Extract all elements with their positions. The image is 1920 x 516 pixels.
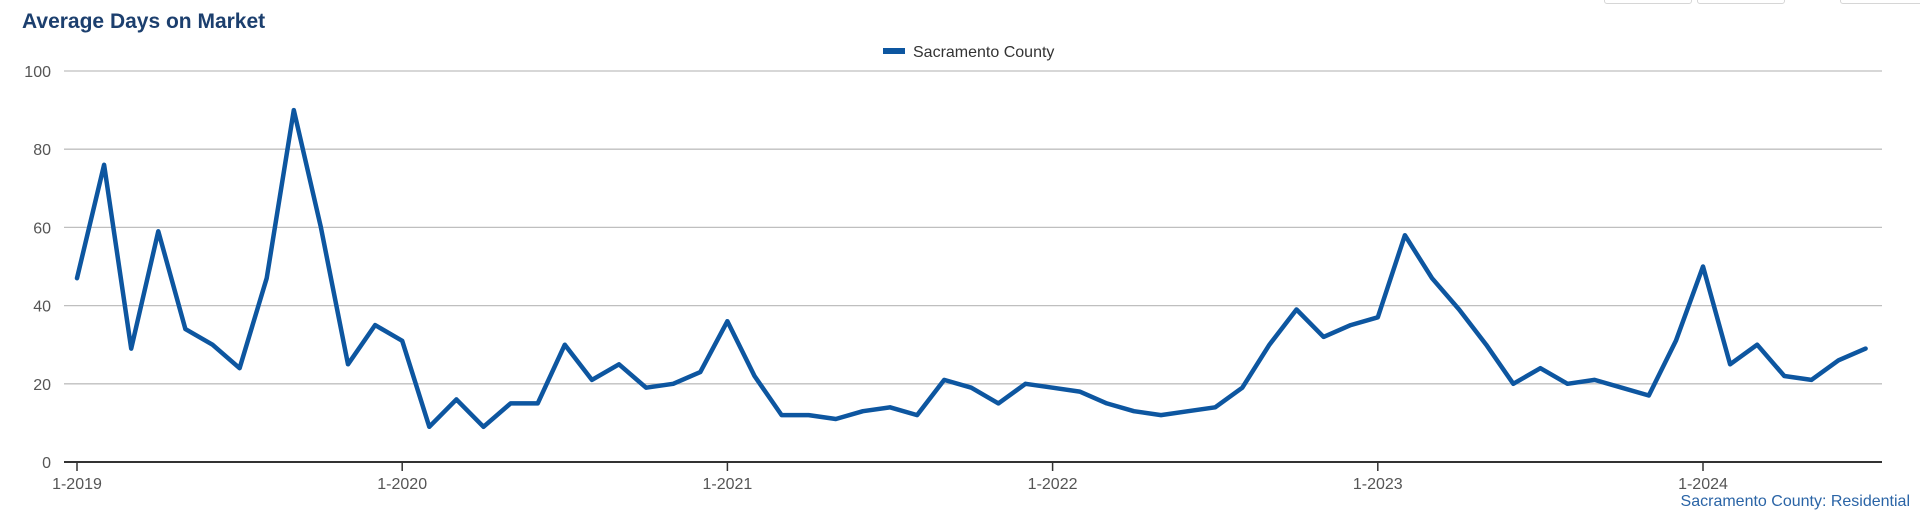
data-point[interactable] (125, 343, 137, 355)
y-axis-ticks: 0 20 40 60 80 100 (24, 64, 51, 472)
data-point[interactable] (1724, 358, 1736, 370)
data-point[interactable] (369, 319, 381, 331)
data-point[interactable] (1643, 390, 1655, 402)
data-point[interactable] (938, 374, 950, 386)
x-tick-label: 1-2022 (1028, 476, 1078, 493)
data-point[interactable] (721, 315, 733, 327)
data-point[interactable] (803, 409, 815, 421)
data-point[interactable] (1670, 335, 1682, 347)
data-point[interactable] (532, 397, 544, 409)
data-point[interactable] (1209, 401, 1221, 413)
data-point[interactable] (640, 382, 652, 394)
data-point[interactable] (1101, 397, 1113, 409)
x-axis: 1-2019 1-2020 1-2021 1-2022 1-2023 1-2024 (52, 462, 1728, 493)
data-point[interactable] (965, 382, 977, 394)
x-tick-label: 1-2021 (702, 476, 752, 493)
data-point[interactable] (342, 358, 354, 370)
data-point[interactable] (1074, 386, 1086, 398)
data-point[interactable] (1480, 339, 1492, 351)
data-point[interactable] (315, 221, 327, 233)
data-point[interactable] (1399, 229, 1411, 241)
data-point[interactable] (288, 104, 300, 116)
data-point[interactable] (1291, 304, 1303, 316)
data-point[interactable] (1345, 319, 1357, 331)
data-point[interactable] (613, 358, 625, 370)
data-point[interactable] (1697, 261, 1709, 273)
toolbar-button[interactable] (1604, 0, 1692, 4)
y-tick-label: 100 (24, 64, 51, 81)
legend-swatch (883, 48, 905, 54)
source-label: Sacramento County: Residential (1680, 493, 1910, 510)
data-point[interactable] (1020, 378, 1032, 390)
data-point[interactable] (261, 272, 273, 284)
gridlines (64, 70, 1882, 463)
data-point[interactable] (1372, 311, 1384, 323)
data-point[interactable] (1128, 405, 1140, 417)
y-tick-label: 60 (33, 220, 51, 237)
y-tick-label: 20 (33, 377, 51, 394)
data-point[interactable] (1562, 378, 1574, 390)
data-point[interactable] (586, 374, 598, 386)
data-point[interactable] (450, 393, 462, 405)
data-point[interactable] (98, 159, 110, 171)
data-point[interactable] (884, 401, 896, 413)
data-point[interactable] (1263, 339, 1275, 351)
data-point[interactable] (749, 370, 761, 382)
series-line[interactable] (74, 107, 1868, 430)
data-point[interactable] (207, 339, 219, 351)
toolbar-button[interactable] (1840, 0, 1920, 4)
y-tick-label: 40 (33, 299, 51, 316)
data-point[interactable] (1778, 370, 1790, 382)
data-point[interactable] (396, 335, 408, 347)
data-point[interactable] (1616, 382, 1628, 394)
legend-label: Sacramento County (913, 44, 1054, 61)
data-point[interactable] (179, 323, 191, 335)
y-tick-label: 0 (42, 455, 51, 472)
data-point[interactable] (667, 378, 679, 390)
data-point[interactable] (1047, 382, 1059, 394)
data-point[interactable] (1833, 354, 1845, 366)
data-point[interactable] (234, 362, 246, 374)
data-point[interactable] (152, 225, 164, 237)
data-point[interactable] (1860, 343, 1872, 355)
y-tick-label: 80 (33, 142, 51, 159)
data-point[interactable] (71, 272, 83, 284)
x-tick-label: 1-2019 (52, 476, 102, 493)
data-point[interactable] (1453, 304, 1465, 316)
x-tick-label: 1-2024 (1678, 476, 1728, 493)
data-point[interactable] (478, 421, 490, 433)
data-point[interactable] (857, 405, 869, 417)
series-sacramento-county (71, 104, 1872, 433)
chart-title: Average Days on Market (22, 10, 266, 33)
data-point[interactable] (1236, 382, 1248, 394)
data-point[interactable] (1589, 374, 1601, 386)
data-point[interactable] (776, 409, 788, 421)
data-point[interactable] (992, 397, 1004, 409)
data-point[interactable] (911, 409, 923, 421)
data-point[interactable] (1507, 378, 1519, 390)
data-point[interactable] (1426, 272, 1438, 284)
data-point[interactable] (505, 397, 517, 409)
x-tick-label: 1-2020 (377, 476, 427, 493)
data-point[interactable] (1805, 374, 1817, 386)
data-point[interactable] (559, 339, 571, 351)
data-point[interactable] (1534, 362, 1546, 374)
legend[interactable]: Sacramento County (883, 44, 1054, 61)
data-point[interactable] (1155, 409, 1167, 421)
data-point[interactable] (1182, 405, 1194, 417)
data-point[interactable] (1318, 331, 1330, 343)
data-point[interactable] (423, 421, 435, 433)
data-point[interactable] (694, 366, 706, 378)
data-point[interactable] (1751, 339, 1763, 351)
data-point[interactable] (830, 413, 842, 425)
toolbar-button[interactable] (1697, 0, 1785, 4)
x-tick-label: 1-2023 (1353, 476, 1403, 493)
